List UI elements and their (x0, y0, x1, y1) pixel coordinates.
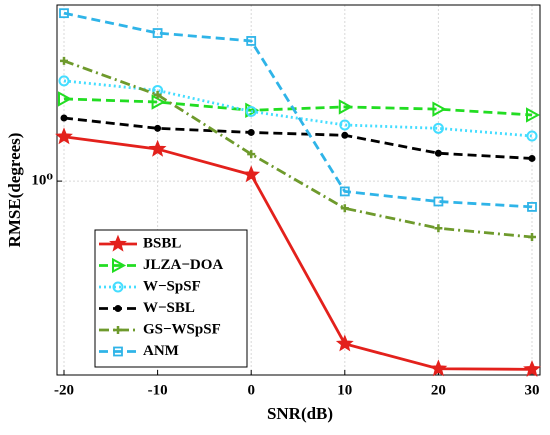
data-point (339, 119, 351, 131)
legend-label: W−SBL (143, 300, 195, 316)
data-point (434, 149, 442, 157)
data-point (151, 94, 166, 110)
data-point (528, 154, 536, 162)
x-tick-label: 20 (431, 382, 446, 398)
data-point (432, 122, 444, 134)
data-point (247, 150, 256, 159)
data-point (526, 130, 538, 142)
data-point (528, 233, 536, 242)
series-line (63, 116, 533, 160)
data-point (60, 114, 68, 122)
data-point (148, 139, 167, 157)
data-point (55, 127, 73, 145)
series-line (63, 11, 533, 209)
series-line (63, 97, 533, 117)
data-point (58, 91, 73, 107)
x-tick-label: 10 (337, 382, 352, 398)
data-point (59, 8, 69, 19)
data-point (340, 204, 349, 213)
data-point (429, 359, 448, 377)
legend-marker (114, 326, 122, 334)
data-point (341, 131, 349, 139)
data-point (338, 99, 353, 115)
x-axis-label: SNR(dB) (267, 404, 333, 423)
legend-marker (112, 257, 127, 274)
y-axis-label: RMSE(degrees) (5, 133, 24, 248)
data-point (245, 105, 257, 117)
data-point (60, 56, 68, 65)
data-point (242, 165, 261, 183)
data-point (152, 28, 163, 38)
plot-frame (56, 4, 541, 376)
legend-marker (113, 346, 123, 357)
data-point (339, 186, 350, 197)
series-line (63, 135, 533, 371)
data-point (523, 360, 541, 377)
x-tick-label: -10 (148, 382, 168, 398)
data-point (246, 36, 257, 46)
series-line (63, 59, 533, 239)
y-tick-label: 10⁰ (31, 173, 53, 189)
legend-label: W−SpSF (143, 278, 201, 294)
data-point (434, 224, 443, 233)
legend-label: GS−WSpSF (143, 321, 221, 337)
legend-label: JLZA−DOA (143, 257, 223, 273)
data-point (432, 101, 447, 117)
data-point (526, 107, 541, 123)
data-point (154, 124, 162, 132)
data-point (433, 196, 444, 207)
legend-marker (114, 305, 122, 312)
x-tick-label: 30 (525, 382, 540, 398)
legend-marker (112, 281, 124, 293)
x-tick-label: 0 (247, 382, 255, 398)
x-tick-label: -20 (54, 382, 74, 398)
legend: BSBL JLZA−DOA W−SpSF W−SBL GS−WSpSF ANM (94, 229, 248, 368)
legend-label: ANM (143, 343, 179, 359)
legend-box (94, 229, 248, 368)
data-point (247, 128, 255, 136)
legend-marker (109, 234, 127, 252)
data-point (335, 334, 354, 352)
data-point (58, 75, 70, 87)
data-point (153, 90, 162, 99)
data-point (527, 202, 537, 212)
legend-label: BSBL (143, 235, 181, 251)
